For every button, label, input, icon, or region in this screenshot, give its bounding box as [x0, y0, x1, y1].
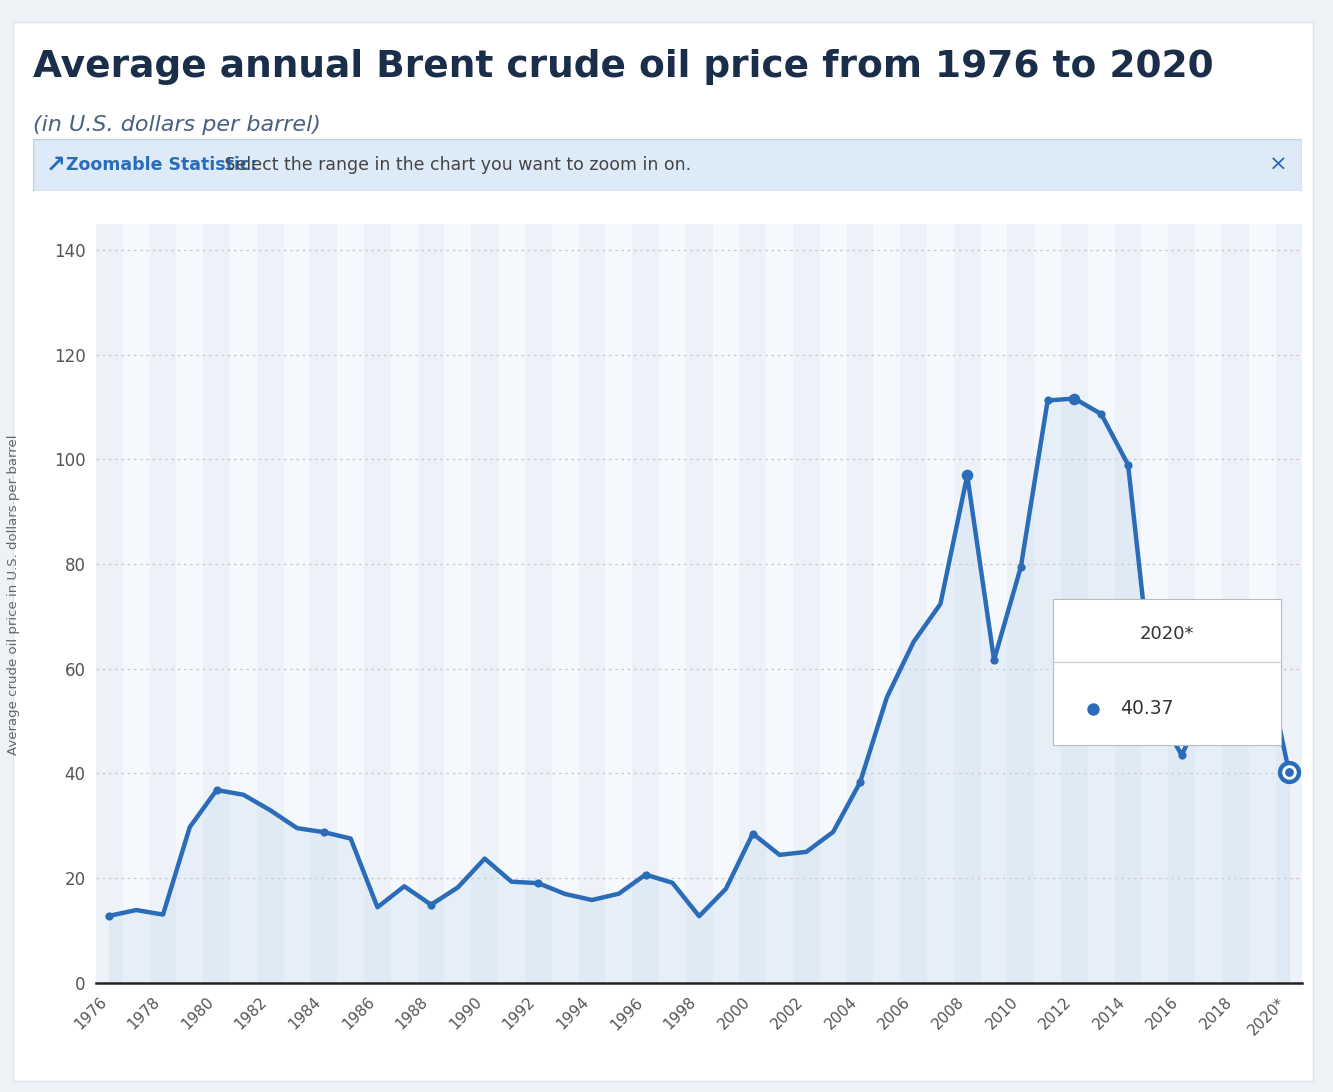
Point: [1278, 763, 1300, 781]
Bar: [284, 224, 311, 983]
Point: [1170, 746, 1192, 763]
Bar: [1114, 224, 1141, 983]
Bar: [203, 224, 231, 983]
Text: 40.37: 40.37: [1120, 699, 1173, 719]
Point: [99, 907, 120, 925]
Bar: [176, 224, 203, 983]
Bar: [873, 224, 900, 983]
Bar: [499, 224, 525, 983]
Bar: [740, 224, 766, 983]
Point: [1278, 763, 1300, 781]
Point: [1278, 763, 1300, 781]
Bar: [525, 224, 552, 983]
Point: [957, 466, 978, 484]
Bar: [311, 224, 337, 983]
Bar: [231, 224, 257, 983]
Bar: [766, 224, 793, 983]
Bar: [954, 224, 981, 983]
Text: Select the range in the chart you want to zoom in on.: Select the range in the chart you want t…: [219, 156, 690, 174]
Bar: [1088, 224, 1114, 983]
Bar: [1008, 224, 1034, 983]
Bar: [981, 224, 1008, 983]
Bar: [1034, 224, 1061, 983]
Bar: [337, 224, 364, 983]
Bar: [659, 224, 685, 983]
Bar: [123, 224, 149, 983]
Bar: [149, 224, 176, 983]
Point: [420, 895, 441, 913]
Bar: [685, 224, 713, 983]
FancyBboxPatch shape: [1053, 598, 1281, 746]
Point: [1278, 763, 1300, 781]
Point: [313, 823, 335, 841]
Point: [635, 866, 656, 883]
Bar: [257, 224, 284, 983]
Bar: [1168, 224, 1196, 983]
Bar: [713, 224, 740, 983]
Point: [1037, 392, 1058, 410]
Bar: [846, 224, 873, 983]
Text: ↗: ↗: [47, 153, 65, 177]
Bar: [364, 224, 391, 983]
Point: [1252, 637, 1273, 654]
Text: ×: ×: [1269, 155, 1288, 175]
Point: [1225, 601, 1246, 618]
Bar: [1061, 224, 1088, 983]
Bar: [926, 224, 954, 983]
Bar: [391, 224, 417, 983]
Bar: [1249, 224, 1276, 983]
Bar: [793, 224, 820, 983]
Bar: [472, 224, 499, 983]
Point: [1090, 405, 1112, 423]
Text: Zoomable Statistic:: Zoomable Statistic:: [67, 156, 257, 174]
Bar: [1196, 224, 1222, 983]
Bar: [444, 224, 472, 983]
Point: [1064, 390, 1085, 407]
Point: [984, 651, 1005, 668]
Point: [205, 781, 227, 798]
Point: [849, 774, 870, 792]
Bar: [605, 224, 632, 983]
Point: [1144, 700, 1165, 717]
Bar: [1222, 224, 1249, 983]
Text: 2020*: 2020*: [1140, 625, 1194, 643]
Bar: [579, 224, 605, 983]
Point: [1082, 700, 1104, 717]
Bar: [96, 224, 123, 983]
Bar: [820, 224, 846, 983]
Bar: [1141, 224, 1168, 983]
Text: Average annual Brent crude oil price from 1976 to 2020: Average annual Brent crude oil price fro…: [33, 49, 1214, 85]
Point: [1117, 456, 1138, 474]
Text: (in U.S. dollars per barrel): (in U.S. dollars per barrel): [33, 115, 321, 134]
Point: [1064, 390, 1085, 407]
Point: [742, 824, 764, 842]
Point: [528, 875, 549, 892]
Bar: [632, 224, 659, 983]
Point: [1198, 690, 1220, 708]
Bar: [900, 224, 926, 983]
Text: Average crude oil price in U.S. dollars per barrel: Average crude oil price in U.S. dollars …: [7, 435, 20, 756]
Bar: [1276, 224, 1302, 983]
Point: [1010, 558, 1032, 575]
Bar: [417, 224, 444, 983]
Point: [957, 466, 978, 484]
Bar: [552, 224, 579, 983]
